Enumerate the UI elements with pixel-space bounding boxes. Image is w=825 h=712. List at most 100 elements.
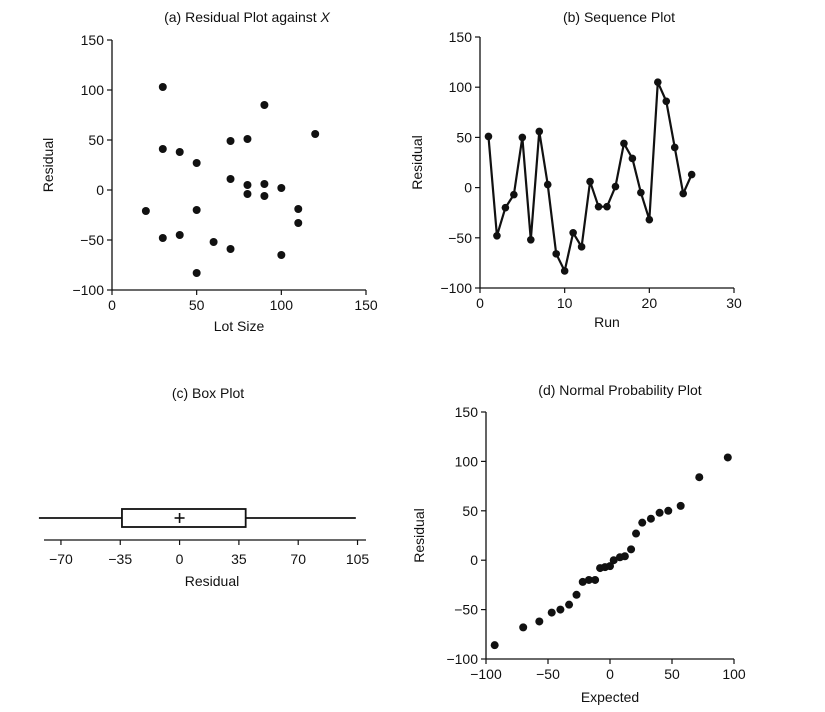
data-point xyxy=(260,101,269,109)
data-point xyxy=(664,506,673,515)
y-tick-label: 150 xyxy=(81,32,105,48)
data-point xyxy=(158,145,167,153)
y-tick-label: −50 xyxy=(80,232,104,248)
x-tick-label: 150 xyxy=(354,297,378,313)
y-tick-label: −100 xyxy=(440,280,472,296)
data-point xyxy=(175,148,184,156)
data-point xyxy=(552,250,560,258)
x-tick-label: 70 xyxy=(290,551,306,567)
y-tick-label: 100 xyxy=(455,453,479,469)
data-point xyxy=(637,188,645,197)
data-point xyxy=(547,608,556,617)
data-point xyxy=(535,127,544,136)
data-point xyxy=(501,203,510,212)
data-point xyxy=(586,177,594,186)
data-point xyxy=(535,617,544,626)
data-point xyxy=(175,231,184,239)
data-point xyxy=(695,473,704,482)
x-axis-label: Expected xyxy=(581,689,639,705)
data-point xyxy=(243,190,252,198)
data-point xyxy=(662,97,671,106)
data-point xyxy=(493,231,501,240)
y-axis-label: Residual xyxy=(40,138,56,192)
data-point xyxy=(723,453,732,462)
data-point xyxy=(628,154,637,163)
data-point xyxy=(577,243,586,251)
x-tick-label: 0 xyxy=(176,551,184,567)
data-point xyxy=(654,78,662,86)
chart-sequence-plot: (b) Sequence Plot −100 −50 0 50 100 150 0 10 20 30… xyxy=(409,9,742,330)
data-point xyxy=(569,228,577,237)
x-axis-label: Lot Size xyxy=(214,318,265,334)
data-point xyxy=(645,215,654,224)
y-tick-label: 50 xyxy=(456,129,472,145)
chart-normal-probability-plot: (d) Normal Probability Plot −100 −50 0 50 100… xyxy=(411,382,746,705)
data-point xyxy=(655,508,664,517)
x-tick-label: −70 xyxy=(49,551,73,567)
x-tick-label: 0 xyxy=(606,666,614,682)
data-point xyxy=(603,202,611,211)
data-point xyxy=(620,139,628,148)
y-tick-label: 150 xyxy=(455,404,479,420)
x-tick-label: 100 xyxy=(270,297,294,313)
data-point xyxy=(646,514,655,523)
data-point xyxy=(490,641,499,650)
x-tick-label: 20 xyxy=(642,295,658,311)
data-point xyxy=(556,605,565,614)
data-point xyxy=(192,159,201,167)
y-tick-label: −50 xyxy=(448,230,472,246)
data-point xyxy=(192,206,201,214)
data-point xyxy=(543,180,552,189)
data-point xyxy=(594,202,603,211)
data-point xyxy=(311,130,320,138)
data-point xyxy=(572,590,581,599)
chart-title: (d) Normal Probability Plot xyxy=(538,382,701,398)
chart-title: (a) Residual Plot against X xyxy=(164,9,330,25)
y-tick-label: 100 xyxy=(81,82,105,98)
chart-box-plot: (c) Box Plot −70 −35 0 35 70 105 Residual xyxy=(38,385,370,589)
data-point xyxy=(632,529,641,538)
chart-residual-vs-x: (a) Residual Plot against X −100 −50 0 50 100… xyxy=(40,9,378,334)
y-tick-label: −50 xyxy=(454,602,478,618)
chart-title: (b) Sequence Plot xyxy=(563,9,675,25)
y-tick-label: 0 xyxy=(470,552,478,568)
y-tick-label: 100 xyxy=(449,79,473,95)
data-point xyxy=(226,245,235,253)
data-point xyxy=(294,205,303,213)
y-tick-label: 50 xyxy=(88,132,104,148)
y-tick-label: −100 xyxy=(446,651,478,667)
series-line xyxy=(487,81,693,275)
x-axis-label: Run xyxy=(594,314,620,330)
data-point xyxy=(591,575,600,584)
data-point xyxy=(243,181,252,189)
data-point xyxy=(584,575,593,584)
y-axis-label: Residual xyxy=(409,135,425,189)
y-tick-label: 150 xyxy=(449,29,473,45)
data-point xyxy=(670,143,679,152)
data-point xyxy=(243,135,252,143)
data-point xyxy=(260,180,269,188)
data-point xyxy=(527,236,535,244)
x-tick-label: −100 xyxy=(470,666,502,682)
data-point xyxy=(277,184,286,192)
data-point xyxy=(609,556,618,565)
data-point xyxy=(611,182,620,191)
x-tick-label: 100 xyxy=(722,666,746,682)
chart-title: (c) Box Plot xyxy=(172,385,244,401)
y-tick-label: 50 xyxy=(462,503,478,519)
x-tick-label: −50 xyxy=(536,666,560,682)
x-tick-label: 10 xyxy=(557,295,573,311)
x-tick-label: 105 xyxy=(346,551,370,567)
data-point xyxy=(519,623,528,632)
data-point xyxy=(226,175,235,183)
data-point xyxy=(141,207,150,215)
data-point xyxy=(226,137,235,145)
data-point xyxy=(158,234,167,242)
y-tick-label: 0 xyxy=(96,182,104,198)
data-point xyxy=(518,133,527,142)
x-tick-label: −35 xyxy=(108,551,132,567)
data-point xyxy=(578,577,587,586)
data-point xyxy=(484,132,493,141)
y-tick-label: −100 xyxy=(72,282,104,298)
